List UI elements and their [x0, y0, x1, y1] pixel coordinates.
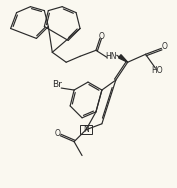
Polygon shape [119, 55, 128, 62]
Text: O: O [54, 129, 60, 138]
Text: HN: HN [105, 52, 117, 61]
Text: HO: HO [152, 66, 163, 75]
Text: Br: Br [52, 80, 62, 89]
Text: N: N [83, 125, 89, 134]
Text: O: O [99, 32, 105, 41]
Text: O: O [161, 42, 167, 51]
